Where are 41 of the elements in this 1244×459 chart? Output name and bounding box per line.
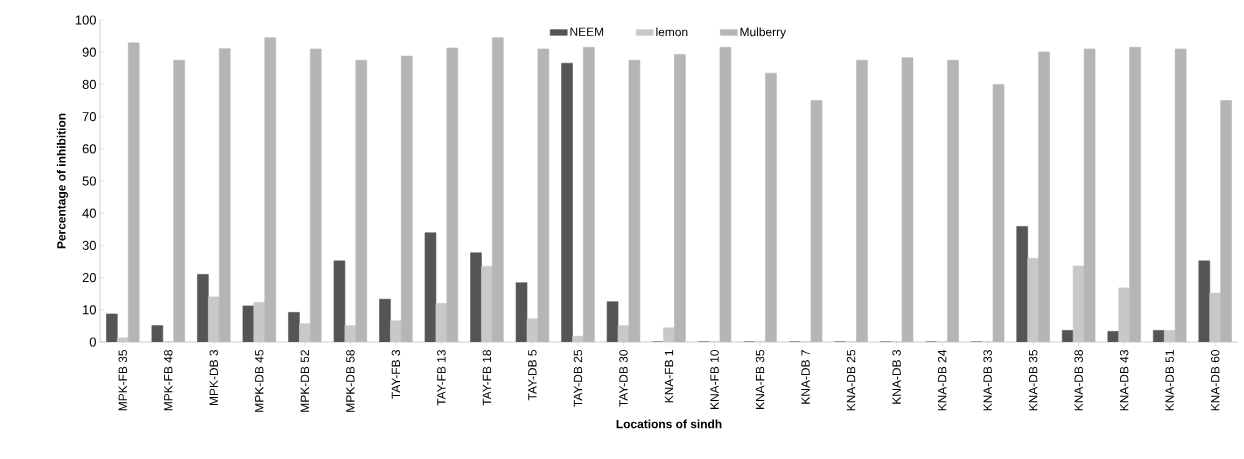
y-tick-label: 40 [82,208,96,218]
x-axis-title: Locations of sindh [616,419,722,429]
x-tick-label: TAY-DB 30 [619,349,628,407]
y-tick-label: 50 [82,176,96,186]
y-tick-label: 100 [75,15,96,25]
x-tick-label: KNA-FB 1 [664,350,674,403]
x-tick-label: KNA-DB 51 [1165,350,1174,411]
y-tick-label: 10 [83,305,96,315]
x-tick-label: KNA-DB 33 [983,350,992,411]
y-tick-label: 70 [82,112,96,122]
x-tick-label: KNA-DB 24 [937,349,947,411]
x-tick-label: KNA-DB 3 [892,350,901,404]
x-tick-label: MPK-DB 45 [255,350,264,412]
x-tick-label: KNA-DB 35 [1028,350,1038,411]
x-tick-label: MPK-FB 35 [118,350,127,411]
y-tick-label: 90 [82,47,96,57]
x-tick-label: MPK-DB 58 [346,350,355,412]
x-tick-label: TAY-DB 5 [528,350,537,401]
x-tick-label: MPK-DB 3 [209,350,219,405]
x-tick-label: TAY-FB 13 [437,350,446,406]
x-tick-label: TAY-FB 3 [391,350,401,399]
x-tick-label: MPK-FB 48 [164,350,173,411]
legend-label: NEEM [570,27,604,36]
y-tick-label: 80 [82,79,96,89]
y-axis-title: Percentage of inhibition [56,113,69,249]
legend-label: lemon [656,27,688,37]
x-tick-label: KNA-DB 60 [1210,349,1220,411]
x-tick-label: KNA-DB 25 [846,350,856,411]
legend-label: Mulberry [740,27,787,39]
x-tick-label: KNA-DB 43 [1119,350,1129,411]
x-tick-label: KNA-DB 38 [1074,350,1083,411]
y-tick-label: 0 [89,337,96,347]
x-tick-label: TAY-FB 18 [482,350,492,406]
y-tick-label: 60 [82,144,96,154]
x-tick-label: KNA-DB 7 [801,350,810,404]
y-tick-label: 20 [82,273,96,283]
x-tick-label: MPK-DB 52 [300,350,310,412]
x-tick-label: TAY-DB 25 [573,350,583,407]
y-tick-label: 30 [82,240,96,250]
x-tick-label: KNA-FB 35 [755,350,765,409]
x-tick-label: KNA-FB 10 [710,349,719,409]
